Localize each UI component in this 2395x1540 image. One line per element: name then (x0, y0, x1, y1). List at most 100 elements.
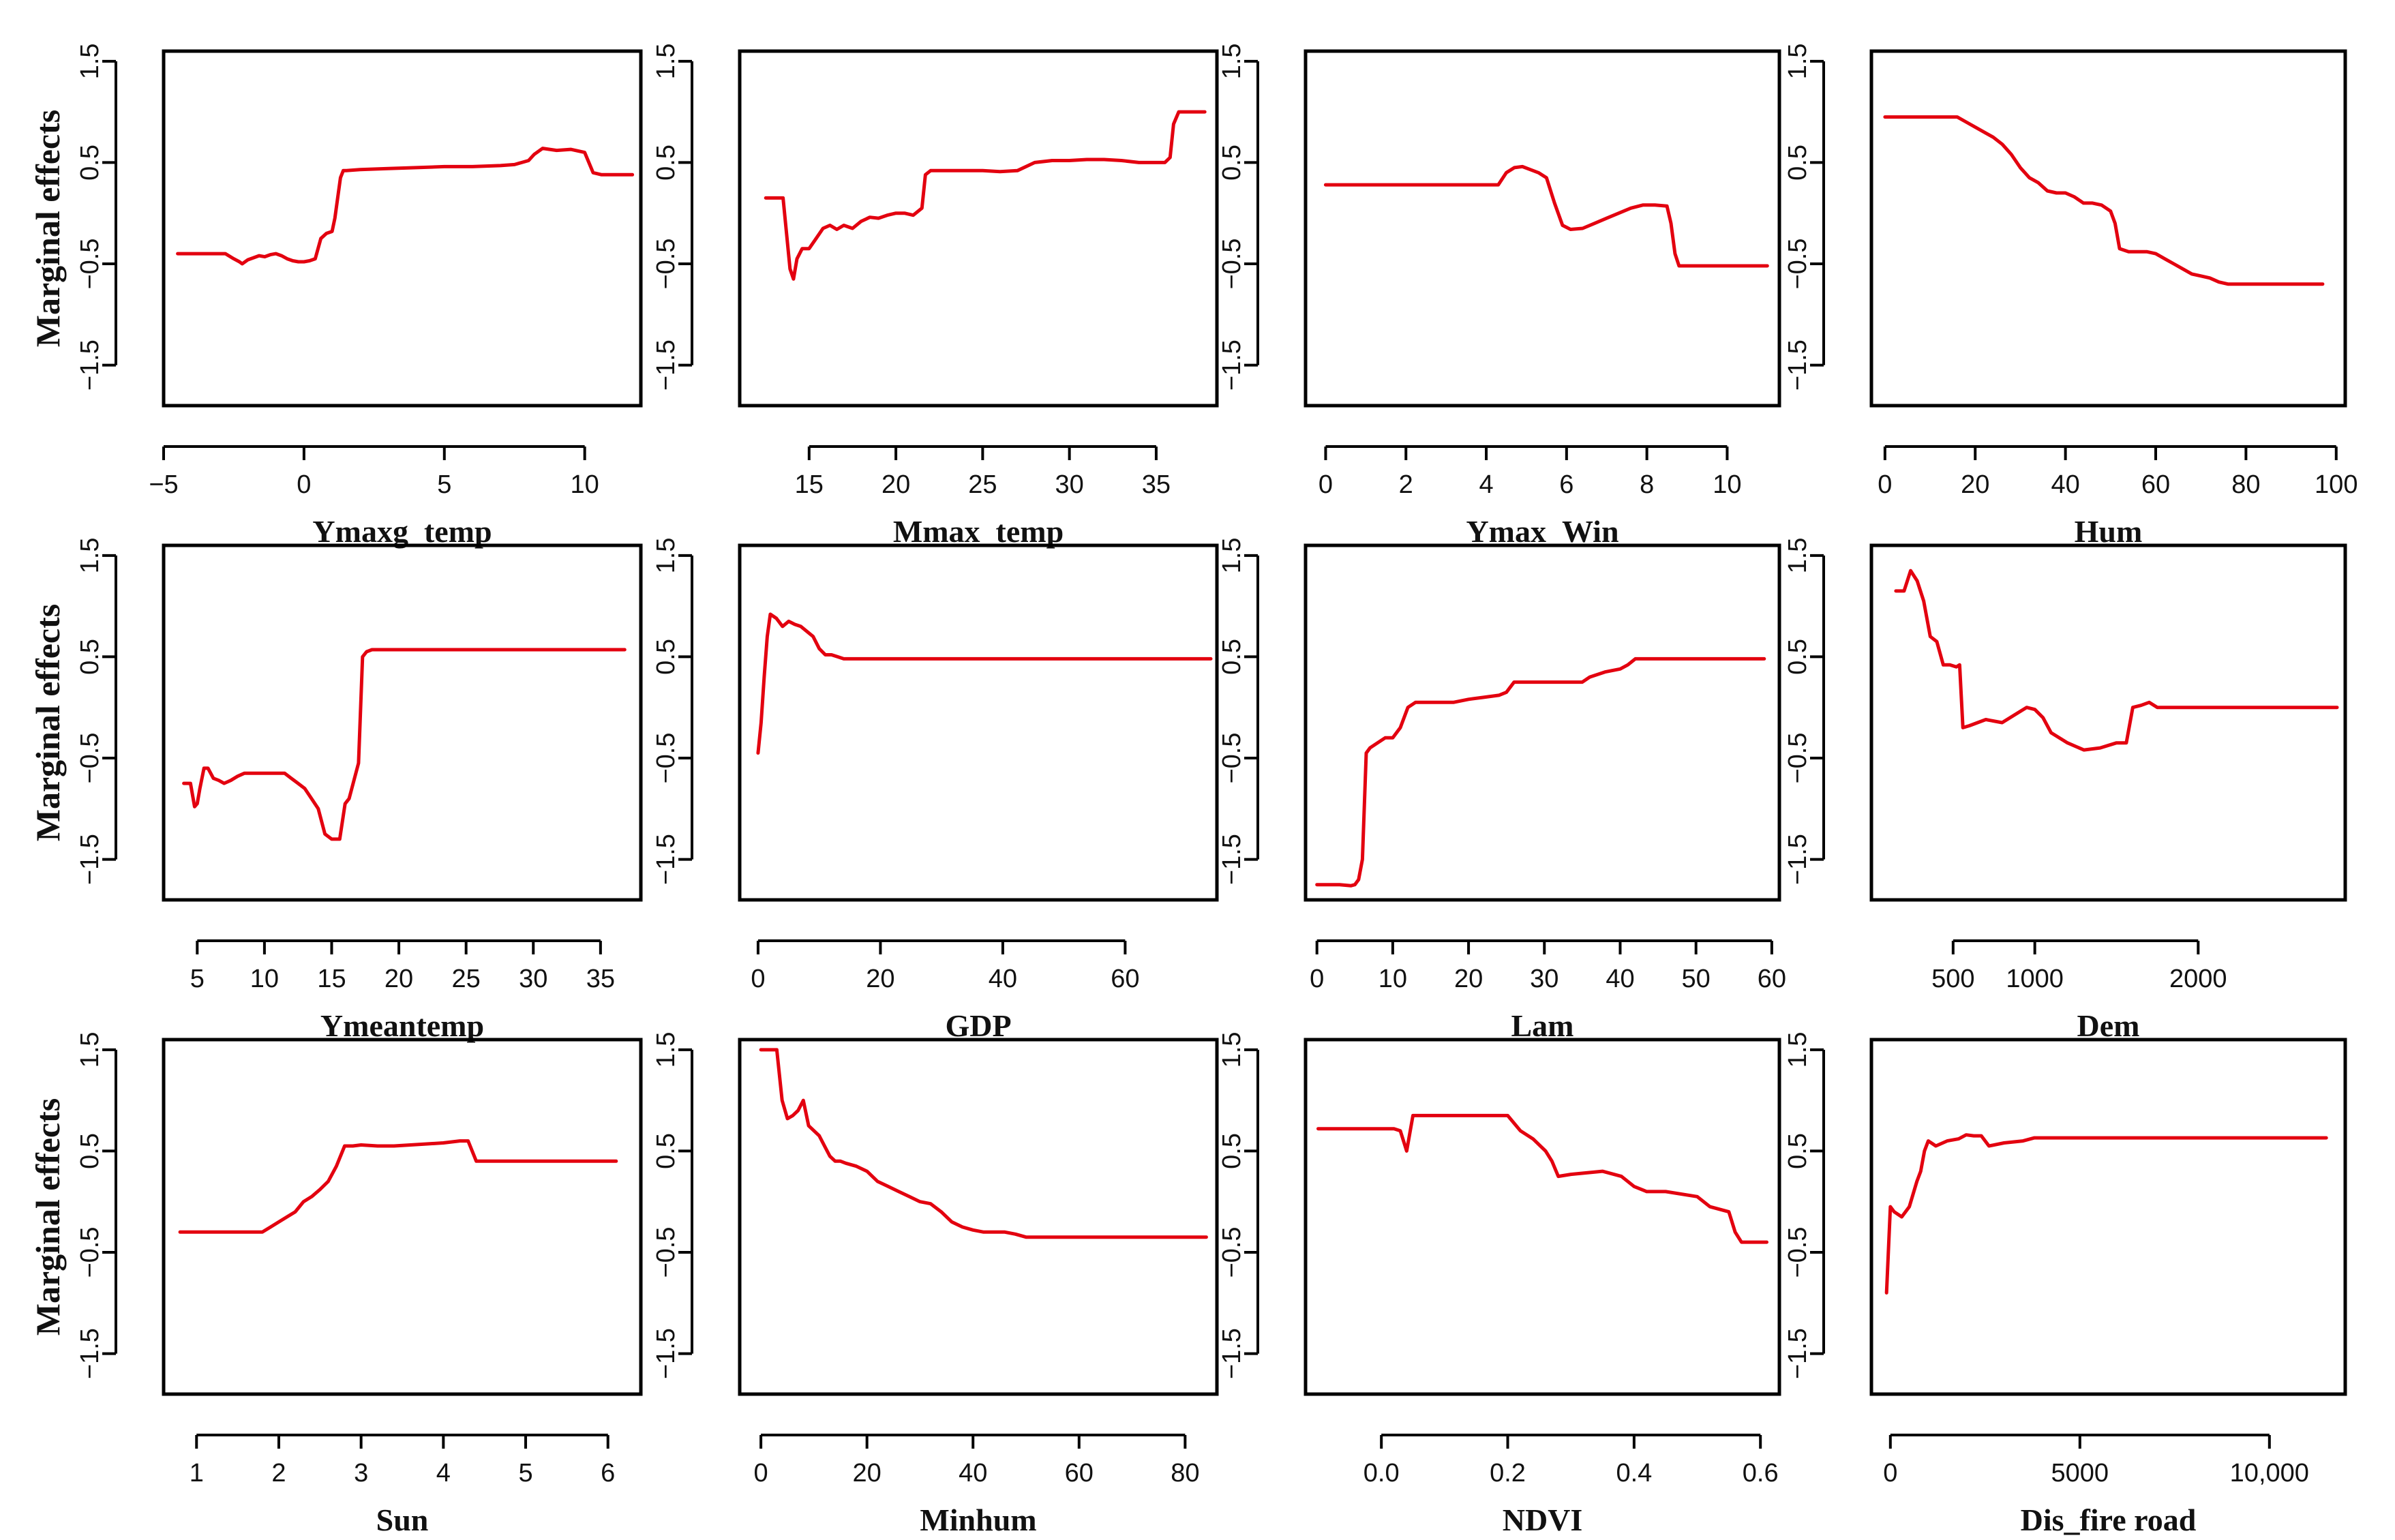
y-axis-title: Marginal effects (29, 110, 67, 347)
x-tick-label: 40 (1606, 965, 1634, 993)
x-tick-label: 10 (1713, 470, 1741, 499)
y-tick-label: −1.5 (652, 834, 680, 885)
x-tick-label: 6 (1559, 470, 1573, 499)
y-tick-label: −0.5 (652, 732, 680, 783)
y-tick-label: 0.5 (1218, 145, 1246, 181)
y-tick-label: −1.5 (76, 339, 104, 391)
plot-frame (1304, 49, 1781, 408)
plot-frame (738, 1038, 1219, 1396)
y-tick-label: −1.5 (76, 1328, 104, 1379)
x-tick-label: 40 (989, 965, 1017, 993)
y-tick-label: 1.5 (652, 1031, 680, 1068)
x-tick-label: 1000 (2006, 965, 2064, 993)
y-tick-label: −0.5 (1218, 238, 1246, 289)
x-tick-label: 40 (2051, 470, 2079, 499)
x-tick-label: 6 (601, 1459, 615, 1488)
y-tick-label: −0.5 (76, 238, 104, 289)
y-tick-label: 1.5 (1218, 43, 1246, 79)
y-tick-label: −0.5 (76, 1226, 104, 1278)
x-tick-label: 0.6 (1743, 1459, 1779, 1488)
x-tick-label: 20 (1454, 965, 1483, 993)
x-tick-label: 5 (437, 470, 451, 499)
data-series-line (1315, 656, 1766, 888)
x-tick-label: 20 (866, 965, 894, 993)
y-tick-label: −0.5 (652, 1226, 680, 1278)
x-tick-label: 60 (2141, 470, 2170, 499)
panel-ymaxg-temp: −5 0 5 10 Ymaxg_temp −1.5 −0.5 0.5 1.5 Marginal e… (29, 43, 643, 549)
y-tick-label: −0.5 (1783, 238, 1812, 289)
x-tick-label: 0 (1878, 470, 1892, 499)
x-tick-label: 0 (1319, 470, 1333, 499)
x-tick-label: 20 (882, 470, 910, 499)
x-axis-title: Ymaxg_temp (312, 514, 492, 549)
y-tick-label: 0.5 (652, 1133, 680, 1169)
x-axis-title: NDVI (1503, 1503, 1583, 1537)
data-series-line (176, 147, 635, 266)
panel-dem: 500 1000 2000 Dem −1.5 −0.5 0.5 1.5 (1783, 537, 2347, 1043)
y-tick-label: 1.5 (76, 43, 104, 79)
y-tick-label: −1.5 (1783, 834, 1812, 885)
y-tick-label: 0.5 (76, 145, 104, 181)
x-tick-label: 30 (1530, 965, 1558, 993)
x-tick-label: 10 (571, 470, 599, 499)
x-tick-label: 100 (2315, 470, 2358, 499)
x-tick-label: 40 (959, 1459, 987, 1488)
y-tick-label: −1.5 (1783, 339, 1812, 391)
plot-frame (1869, 49, 2347, 408)
y-tick-label: −1.5 (76, 834, 104, 885)
y-tick-label: 0.5 (1783, 639, 1812, 675)
x-tick-label: 20 (385, 965, 413, 993)
y-tick-label: 0.5 (652, 639, 680, 675)
x-axis-title: Sun (376, 1503, 429, 1537)
x-axis-title: Dem (2077, 1008, 2140, 1043)
x-axis-title: Hum (2075, 514, 2143, 549)
y-tick-label: 0.5 (1218, 1133, 1246, 1169)
x-tick-label: 5000 (2051, 1459, 2109, 1488)
y-tick-label: 1.5 (1218, 1031, 1246, 1068)
x-tick-label: 8 (1640, 470, 1654, 499)
data-series-line (1323, 164, 1769, 268)
x-tick-label: 20 (853, 1459, 882, 1488)
x-axis-title: Lam (1511, 1008, 1574, 1043)
plot-frame (162, 49, 643, 408)
x-tick-label: 5 (518, 1459, 532, 1488)
x-tick-label: 80 (1171, 1459, 1199, 1488)
x-tick-label: 3 (354, 1459, 368, 1488)
x-tick-label: 25 (968, 470, 997, 499)
y-tick-label: 1.5 (76, 1031, 104, 1068)
y-tick-label: −0.5 (1218, 732, 1246, 783)
x-tick-label: 0 (1883, 1459, 1897, 1488)
y-tick-label: −1.5 (652, 339, 680, 391)
data-series-line (1316, 1113, 1768, 1244)
x-tick-label: 0 (297, 470, 311, 499)
y-tick-label: 1.5 (652, 537, 680, 573)
y-tick-label: −1.5 (1783, 1328, 1812, 1379)
panel-mmax-temp: 15 20 25 30 35 Mmax_temp −1.5 −0.5 0.5 1.5 (652, 43, 1219, 549)
x-tick-label: 0.4 (1616, 1459, 1652, 1488)
plot-frame (1869, 1038, 2347, 1396)
x-tick-label: 0 (754, 1459, 768, 1488)
x-axis-title: Ymax_Win (1466, 514, 1618, 549)
y-tick-label: −1.5 (1218, 834, 1246, 885)
x-tick-label: 10,000 (2230, 1459, 2309, 1488)
x-tick-label: 10 (250, 965, 279, 993)
x-tick-label: 0 (1310, 965, 1324, 993)
x-tick-label: 60 (1758, 965, 1786, 993)
data-series-line (756, 612, 1213, 755)
x-tick-label: 2000 (2169, 965, 2227, 993)
panel-lam: 0 10 20 30 40 50 60 Lam −1.5 −0.5 0.5 1.5 (1218, 537, 1786, 1043)
panel-ndvi: 0.0 0.2 0.4 0.6 NDVI −1.5 −0.5 0.5 1.5 (1218, 1031, 1781, 1537)
y-tick-label: 0.5 (1218, 639, 1246, 675)
y-axis-title: Marginal effects (29, 604, 67, 841)
data-series-line (1894, 569, 2339, 752)
panel-dis-fire-road: 0 5000 10,000 Dis_fire road −1.5 −0.5 0.5 1.5 (1783, 1031, 2347, 1537)
data-series-line (182, 648, 627, 841)
data-series-line (1884, 1133, 2328, 1295)
plot-frame (162, 1038, 643, 1396)
data-series-line (764, 110, 1207, 281)
x-tick-label: 25 (452, 965, 481, 993)
x-tick-label: 15 (317, 965, 346, 993)
y-tick-label: 1.5 (1783, 43, 1812, 79)
x-tick-label: 10 (1379, 965, 1407, 993)
